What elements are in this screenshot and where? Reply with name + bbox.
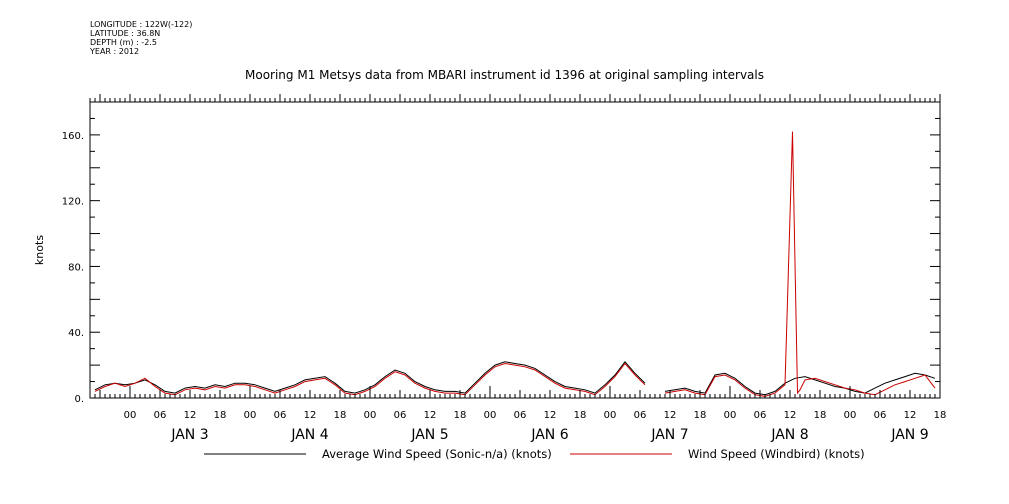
day-label: JAN 8	[770, 427, 808, 443]
latitude-label: LATITUDE : 36.8N	[90, 29, 161, 38]
hour-tick-label: 00	[604, 410, 617, 421]
hour-tick-label: 12	[184, 410, 197, 421]
hour-tick-label: 18	[934, 410, 947, 421]
legend-label-windbird: Wind Speed (Windbird) (knots)	[688, 447, 865, 461]
longitude-label: LONGITUDE : 122W(-122)	[90, 20, 193, 29]
metadata-block: LONGITUDE : 122W(-122) LATITUDE : 36.8N …	[90, 20, 192, 56]
hour-tick-label: 06	[514, 410, 527, 421]
hour-tick-label: 18	[694, 410, 707, 421]
day-label: JAN 6	[530, 427, 568, 443]
y-tick-label: 160.	[62, 131, 84, 142]
hour-tick-label: 00	[844, 410, 857, 421]
hour-tick-label: 12	[424, 410, 437, 421]
hour-tick-label: 06	[154, 410, 167, 421]
hour-tick-label: 06	[874, 410, 887, 421]
day-label: JAN 7	[650, 427, 688, 443]
y-axis-label: knots	[33, 235, 46, 265]
hour-tick-label: 18	[814, 410, 827, 421]
hour-tick-label: 00	[244, 410, 257, 421]
hour-tick-label: 12	[304, 410, 317, 421]
hour-tick-label: 00	[484, 410, 497, 421]
series-line-average	[94, 361, 936, 396]
hour-tick-label: 18	[454, 410, 467, 421]
hour-tick-label: 18	[574, 410, 587, 421]
day-label: JAN 5	[410, 427, 448, 443]
hour-tick-label: 12	[544, 410, 557, 421]
series-line-windbird	[94, 131, 936, 397]
y-tick-label: 0.	[74, 394, 84, 405]
y-tick-label: 40.	[68, 328, 84, 339]
hour-tick-label: 06	[634, 410, 647, 421]
hour-tick-label: 00	[124, 410, 137, 421]
hour-tick-label: 00	[724, 410, 737, 421]
hour-tick-label: 06	[754, 410, 767, 421]
hour-tick-label: 00	[364, 410, 377, 421]
day-label: JAN 3	[170, 427, 208, 443]
depth-label: DEPTH (m) : -2.5	[90, 38, 157, 47]
y-tick-label: 120.	[62, 197, 84, 208]
hour-tick-label: 06	[394, 410, 407, 421]
hour-tick-label: 18	[214, 410, 227, 421]
plot-frame	[89, 101, 941, 399]
y-tick-label: 80.	[68, 262, 84, 273]
hour-tick-label: 12	[904, 410, 917, 421]
legend-label-average: Average Wind Speed (Sonic-n/a) (knots)	[322, 447, 552, 461]
hour-tick-label: 12	[784, 410, 797, 421]
year-label: YEAR : 2012	[90, 47, 140, 56]
chart-title: Mooring M1 Metsys data from MBARI instru…	[245, 68, 764, 82]
day-label: JAN 4	[290, 427, 328, 443]
hour-tick-label: 18	[334, 410, 347, 421]
day-label: JAN 9	[890, 427, 928, 443]
hour-tick-label: 06	[274, 410, 287, 421]
hour-tick-label: 12	[664, 410, 677, 421]
